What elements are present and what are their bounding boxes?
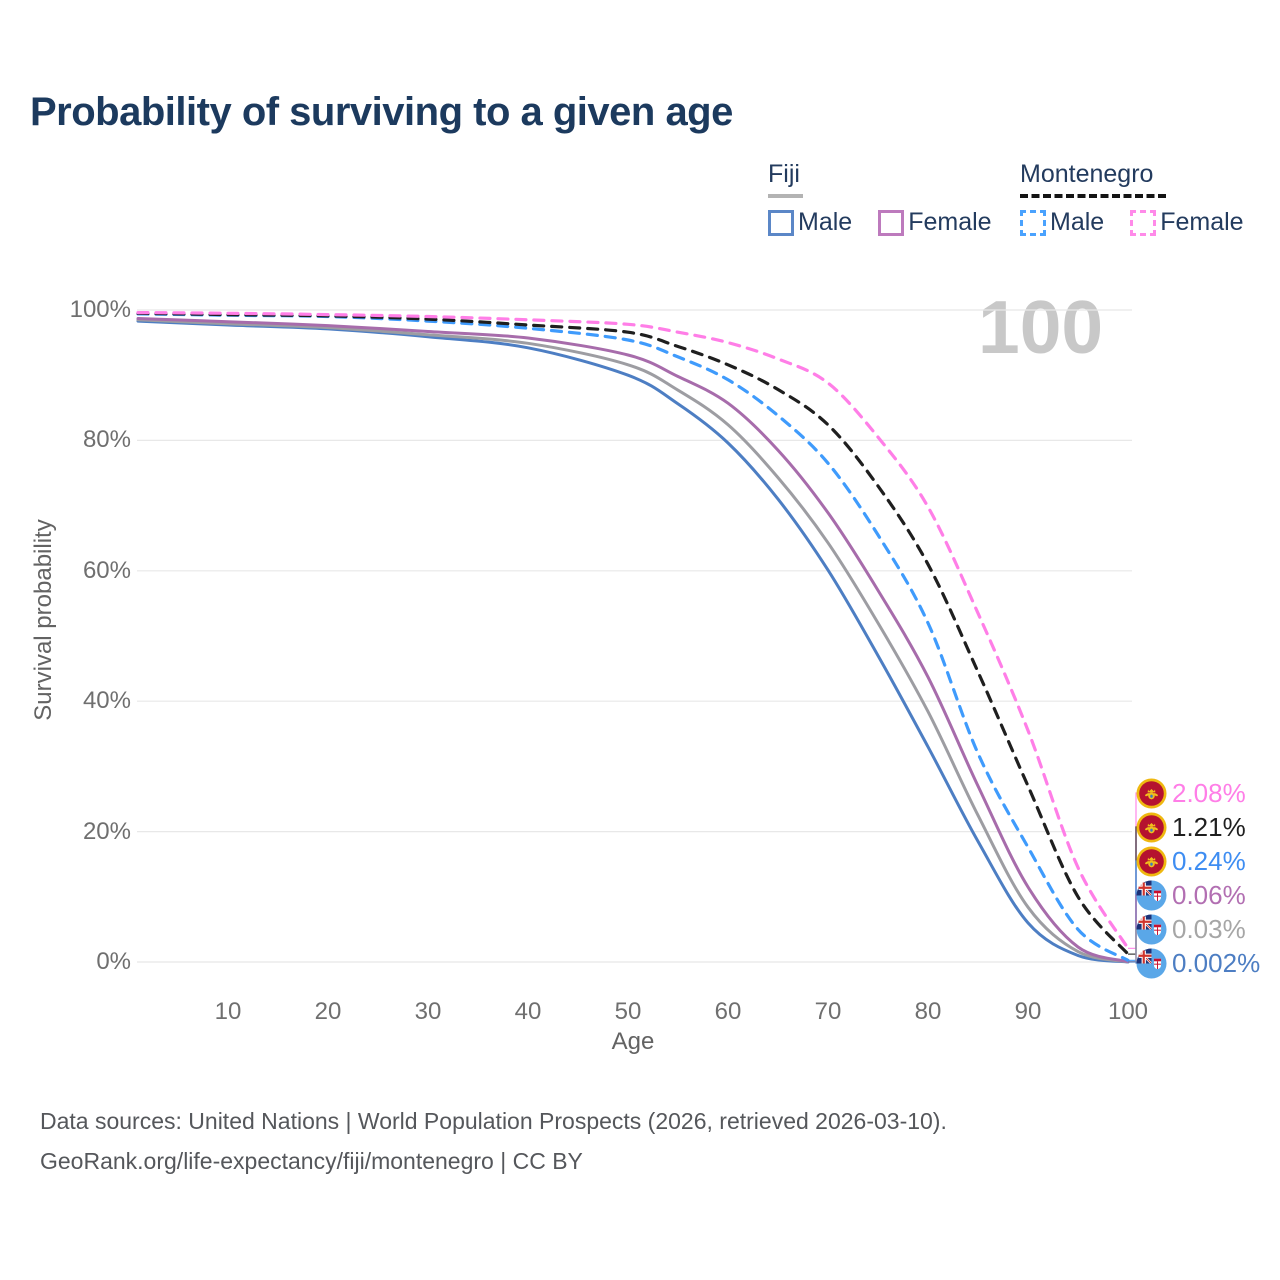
legend-group-montenegro: Montenegro Male Female (1020, 160, 1244, 237)
legend-group-label-montenegro[interactable]: Montenegro (1020, 160, 1154, 188)
end-label-fiji-female: 0.06% (1136, 878, 1246, 912)
footer-attribution: GeoRank.org/life-expectancy/fiji/montene… (40, 1148, 583, 1174)
x-tick-label: 30 (414, 998, 442, 1025)
series-line-montenegro-male (136, 312, 1130, 962)
end-label-value: 1.21% (1172, 811, 1246, 842)
legend-underline-montenegro (1020, 194, 1166, 198)
x-tick-label: 20 (314, 998, 342, 1025)
series-line-fiji-male (136, 319, 1130, 964)
legend-item-label: Male (1050, 208, 1105, 236)
legend-item-montenegro-female[interactable]: Female (1130, 208, 1244, 237)
end-label-fiji-both: 0.03% (1136, 912, 1246, 946)
end-label-value: 2.08% (1172, 777, 1246, 808)
flag-icon-montenegro (1136, 777, 1167, 809)
series-line-montenegro-female (136, 311, 1130, 950)
legend-group-fiji: Fiji Male Female (768, 160, 992, 237)
legend-group-label-fiji[interactable]: Fiji (768, 160, 800, 188)
end-label-value: 0.002% (1172, 947, 1261, 978)
end-label-value: 0.24% (1172, 845, 1246, 876)
legend-swatch-0-0[interactable] (768, 209, 794, 236)
y-tick-label: 0% (96, 948, 131, 975)
x-tick-label: 80 (914, 998, 942, 1025)
end-label-value: 0.03% (1172, 913, 1246, 944)
x-axis-title: Age (611, 1028, 655, 1055)
flag-icon-fiji (1136, 947, 1167, 979)
x-tick-label: 90 (1014, 998, 1042, 1025)
legend-item-label: Female (1160, 208, 1244, 236)
end-label-montenegro-male: 0.24% (1136, 844, 1246, 878)
legend-underline-fiji (768, 194, 803, 198)
flag-icon-montenegro (1136, 845, 1167, 877)
x-tick-label: 60 (714, 998, 742, 1025)
end-label-montenegro-both: 1.21% (1136, 810, 1246, 844)
x-tick-label: 10 (214, 998, 242, 1025)
y-tick-label: 60% (82, 556, 131, 584)
x-tick-label: 100 (1107, 998, 1149, 1025)
flag-icon-fiji (1136, 879, 1167, 911)
legend-swatch-1-1[interactable] (1130, 209, 1157, 236)
legend-swatch-0-1[interactable] (878, 209, 905, 236)
x-tick-label: 40 (514, 998, 542, 1025)
legend-item-montenegro-male[interactable]: Male (1020, 208, 1104, 237)
end-label-fiji-male: 0.002% (1136, 946, 1260, 980)
flag-icon-montenegro (1136, 811, 1167, 843)
legend-swatch-1-0[interactable] (1020, 209, 1046, 236)
end-label-montenegro-female: 2.08% (1136, 776, 1246, 810)
series-line-montenegro-both (136, 311, 1130, 956)
series-line-fiji-both (136, 318, 1130, 964)
end-label-value: 0.06% (1172, 879, 1246, 910)
legend-item-label: Female (908, 208, 992, 236)
y-tick-label: 100% (69, 296, 131, 323)
y-tick-label: 80% (82, 426, 131, 454)
x-tick-label: 50 (614, 998, 642, 1025)
page-title: Probability of surviving to a given age (30, 90, 733, 134)
legend-item-label: Male (798, 208, 853, 236)
series-line-fiji-female (136, 317, 1130, 964)
y-tick-label: 20% (82, 817, 131, 845)
footer-data-sources: Data sources: United Nations | World Pop… (40, 1108, 947, 1134)
flag-icon-fiji (1136, 913, 1167, 945)
hovered-age-watermark: 100 (978, 285, 1104, 369)
legend-row-montenegro: Male Female (1020, 208, 1244, 237)
y-tick-label: 40% (82, 687, 131, 715)
legend-item-fiji-male[interactable]: Male (768, 208, 852, 237)
x-tick-label: 70 (814, 998, 842, 1025)
survival-curves-plot (136, 309, 1139, 964)
y-axis-title: Survival probability (30, 519, 57, 721)
legend-item-fiji-female[interactable]: Female (878, 208, 992, 237)
legend-row-fiji: Male Female (768, 208, 992, 237)
